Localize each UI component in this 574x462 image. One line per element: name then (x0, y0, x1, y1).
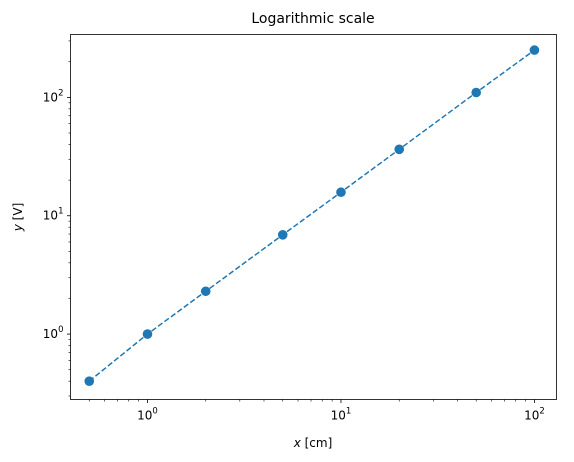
axes-frame (70, 34, 557, 400)
x-tick-base: 10 (524, 409, 539, 423)
x-tick-base: 10 (137, 409, 152, 423)
y-axis-variable: y (11, 223, 25, 232)
x-tick-label: 102 (524, 407, 545, 423)
y-tick-label: 102 (43, 88, 64, 104)
chart-title: Logarithmic scale (251, 11, 374, 27)
x-tick-exponent: 0 (152, 407, 157, 417)
y-tick-exponent: 0 (58, 325, 63, 335)
data-point (277, 230, 288, 240)
y-tick-exponent: 1 (58, 207, 63, 217)
y-tick-base: 10 (43, 327, 58, 341)
y-axis-label: y [V] (11, 203, 25, 233)
x-axis-variable: x (293, 436, 302, 450)
x-tick-exponent: 2 (539, 407, 544, 417)
series-line (88, 49, 535, 382)
y-tick-base: 10 (43, 90, 58, 104)
x-axis-label: x [cm] (293, 436, 333, 450)
minor-ticks (68, 40, 526, 402)
data-point (84, 376, 95, 386)
y-tick-label: 101 (43, 207, 64, 223)
x-axis-unit: [cm] (301, 436, 332, 450)
data-point (142, 329, 153, 339)
data-point (200, 286, 211, 297)
x-tick-label: 100 (137, 407, 158, 423)
y-tick-base: 10 (43, 209, 58, 223)
x-tick-label: 101 (331, 407, 352, 423)
series-points (84, 45, 540, 386)
x-tick-base: 10 (331, 409, 346, 423)
y-axis-unit: [V] (11, 203, 25, 224)
data-point (394, 144, 405, 155)
x-tick-exponent: 1 (346, 407, 351, 417)
data-point (471, 87, 482, 98)
data-point (336, 187, 346, 198)
data-point (529, 45, 540, 55)
y-tick-label: 100 (43, 325, 64, 341)
y-tick-exponent: 2 (58, 88, 63, 98)
